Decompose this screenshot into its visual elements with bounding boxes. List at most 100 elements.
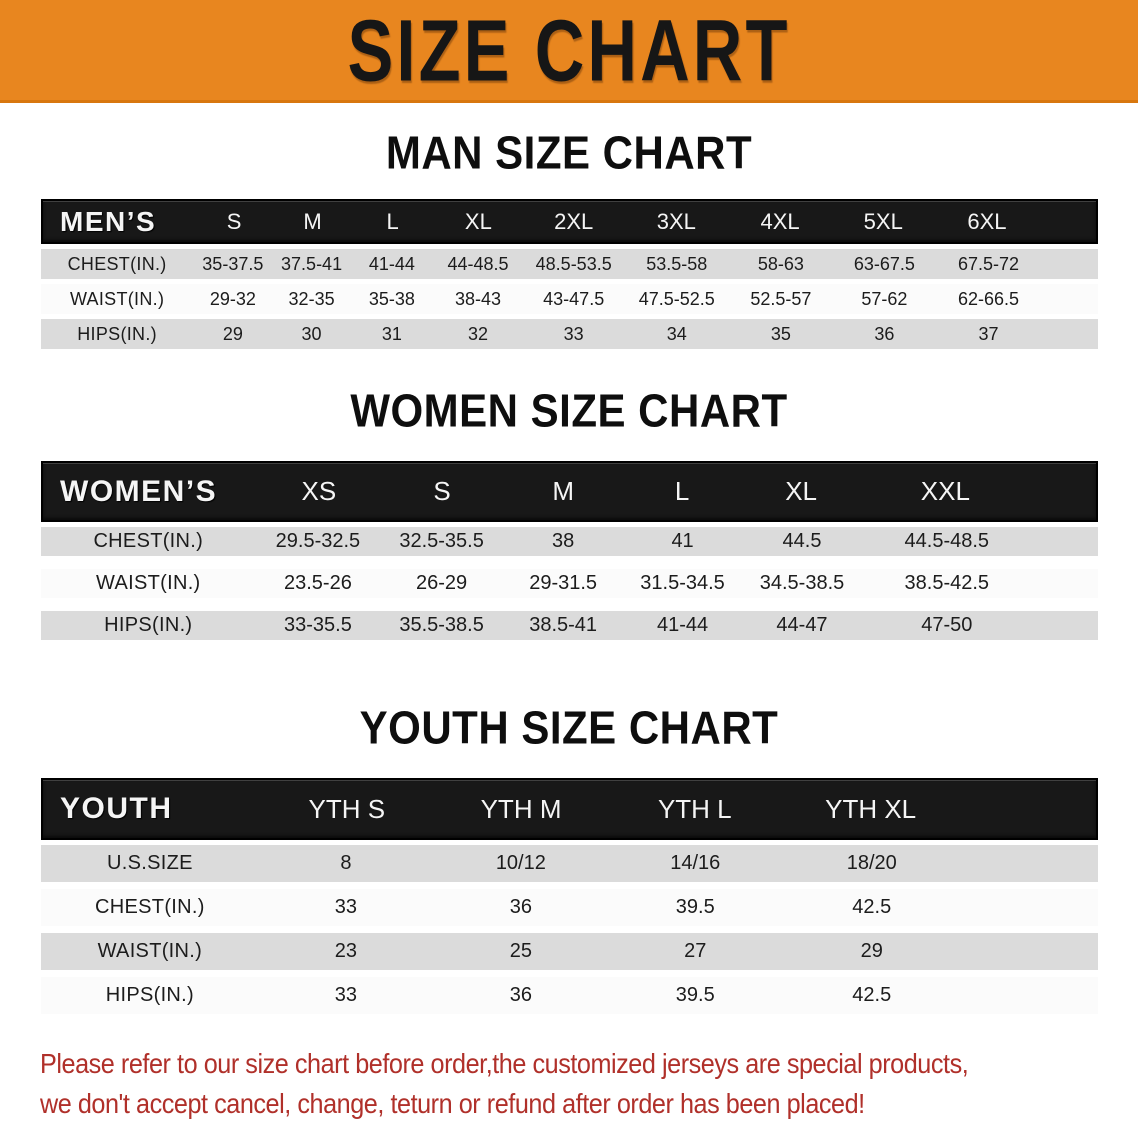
cell: 48.5-53.5 xyxy=(535,253,612,274)
cell: 35.5-38.5 xyxy=(399,614,484,636)
table-row: WAIST(IN.) 23.5-26 26-29 29-31.5 31.5-34.5 34… xyxy=(41,569,1098,598)
cell: 41-44 xyxy=(656,614,709,636)
column-header: 6XL xyxy=(967,208,1007,234)
column-header: L xyxy=(674,476,690,506)
cell: 33 xyxy=(334,984,358,1006)
cell: 23 xyxy=(334,940,358,962)
mens-section-title: MAN SIZE CHART xyxy=(385,126,753,179)
cell: 34 xyxy=(666,323,687,344)
cell: 62-66.5 xyxy=(958,288,1020,309)
cell: 10/12 xyxy=(495,852,546,874)
table-row: HIPS(IN.) 33-35.5 35.5-38.5 38.5-41 41-44 44-… xyxy=(41,611,1098,640)
column-header: YTH M xyxy=(480,793,562,824)
cell: 42.5 xyxy=(852,896,892,918)
cell: 29 xyxy=(860,940,883,962)
row-label: WAIST(IN.) xyxy=(97,940,203,962)
column-header: YTH S xyxy=(308,793,386,824)
cell: 44.5-48.5 xyxy=(904,530,990,552)
column-header: XL xyxy=(464,208,492,234)
cell: 29.5-32.5 xyxy=(275,530,361,552)
cell: 44.5 xyxy=(782,530,822,552)
cell: 42.5 xyxy=(852,984,892,1006)
cell: 14/16 xyxy=(670,852,721,874)
cell: 32-35 xyxy=(288,288,335,309)
cell: 58-63 xyxy=(757,253,804,274)
cell: 8 xyxy=(340,852,352,874)
banner: SIZE CHART xyxy=(0,0,1138,103)
cell: 32 xyxy=(468,323,489,344)
cell: 39.5 xyxy=(675,896,715,918)
column-header: S xyxy=(433,476,451,506)
cell: 53.5-58 xyxy=(646,253,708,274)
column-header: XL xyxy=(785,476,818,506)
table-row: CHEST(IN.) 33 36 39.5 42.5 xyxy=(41,889,1098,926)
row-label: WAIST(IN.) xyxy=(69,288,165,309)
cell: 36 xyxy=(874,323,895,344)
youth-section-title: YOUTH SIZE CHART xyxy=(359,701,779,754)
cell: 44-47 xyxy=(776,614,828,636)
table-row: HIPS(IN.) 33 36 39.5 42.5 xyxy=(41,977,1098,1014)
cell: 63-67.5 xyxy=(853,253,915,274)
youth-table-header-row: YOUTH YTH S YTH M YTH L YTH XL xyxy=(41,778,1098,840)
womens-corner-label: WOMEN’S xyxy=(60,474,218,508)
column-header: 2XL xyxy=(554,208,594,234)
disclaimer-line-2: we don't accept cancel, change, teturn o… xyxy=(40,1088,865,1119)
column-header: S xyxy=(226,208,242,234)
column-header: YTH XL xyxy=(825,793,917,824)
table-row: U.S.SIZE 8 10/12 14/16 18/20 xyxy=(41,845,1098,882)
womens-table-header-row: WOMEN’S XS S M L XL XXL xyxy=(41,461,1098,522)
table-row: WAIST(IN.) 23 25 27 29 xyxy=(41,933,1098,970)
cell: 41 xyxy=(671,530,694,552)
cell: 44-48.5 xyxy=(447,253,509,274)
mens-size-table: MEN’S S M L XL 2XL 3XL 4XL 5XL 6XL CHEST(IN.) 35-37… xyxy=(41,199,1098,349)
column-header: 5XL xyxy=(863,208,903,234)
youth-corner-label: YOUTH xyxy=(60,792,173,825)
row-label: U.S.SIZE xyxy=(106,852,193,874)
table-row: CHEST(IN.) 35-37.5 37.5-41 41-44 44-48.5 48.5… xyxy=(41,249,1098,279)
cell: 31.5-34.5 xyxy=(640,572,725,594)
cell: 67.5-72 xyxy=(958,253,1020,274)
youth-size-table: YOUTH YTH S YTH M YTH L YTH XL U.S.SIZE 8 10/12… xyxy=(41,778,1098,1014)
cell: 18/20 xyxy=(846,852,897,874)
cell: 30 xyxy=(301,323,322,344)
table-row: CHEST(IN.) 29.5-32.5 32.5-35.5 38 41 44.5 44.5… xyxy=(41,527,1098,556)
cell: 38.5-41 xyxy=(529,614,598,636)
row-label: HIPS(IN.) xyxy=(77,323,157,344)
disclaimer-line-1: Please refer to our size chart before or… xyxy=(40,1048,969,1079)
table-row: HIPS(IN.) 29 30 31 32 33 34 35 36 37 xyxy=(41,319,1098,349)
cell: 33-35.5 xyxy=(284,614,352,636)
cell: 29 xyxy=(222,323,243,344)
cell: 38 xyxy=(552,530,575,552)
cell: 38-43 xyxy=(455,288,502,309)
cell: 29-32 xyxy=(209,288,256,309)
womens-size-table: WOMEN’S XS S M L XL XXL CHEST(IN.) 29.5-32.5 32.5… xyxy=(41,461,1098,640)
column-header: L xyxy=(386,208,399,234)
womens-section-title: WOMEN SIZE CHART xyxy=(350,384,788,437)
cell: 25 xyxy=(509,940,532,962)
row-label: HIPS(IN.) xyxy=(104,614,193,636)
column-header: XXL xyxy=(920,476,970,506)
cell: 35-37.5 xyxy=(202,253,264,274)
row-label: CHEST(IN.) xyxy=(93,530,204,552)
cell: 41-44 xyxy=(368,253,415,274)
row-label: WAIST(IN.) xyxy=(96,572,201,594)
cell: 29-31.5 xyxy=(529,572,598,594)
cell: 37 xyxy=(978,323,999,344)
cell: 23.5-26 xyxy=(284,572,352,594)
cell: 47-50 xyxy=(921,614,973,636)
column-header: YTH L xyxy=(657,793,732,824)
cell: 35 xyxy=(770,323,791,344)
cell: 32.5-35.5 xyxy=(399,530,484,552)
cell: 36 xyxy=(509,984,532,1006)
cell: 27 xyxy=(684,940,707,962)
cell: 26-29 xyxy=(416,572,468,594)
cell: 57-62 xyxy=(861,288,908,309)
cell: 35-38 xyxy=(368,288,415,309)
column-header: M xyxy=(552,476,574,506)
disclaimer-text: Please refer to our size chart before or… xyxy=(40,1044,1028,1124)
cell: 52.5-57 xyxy=(750,288,812,309)
mens-corner-label: MEN’S xyxy=(60,205,157,237)
column-header: M xyxy=(303,208,322,234)
row-label: CHEST(IN.) xyxy=(67,253,167,274)
